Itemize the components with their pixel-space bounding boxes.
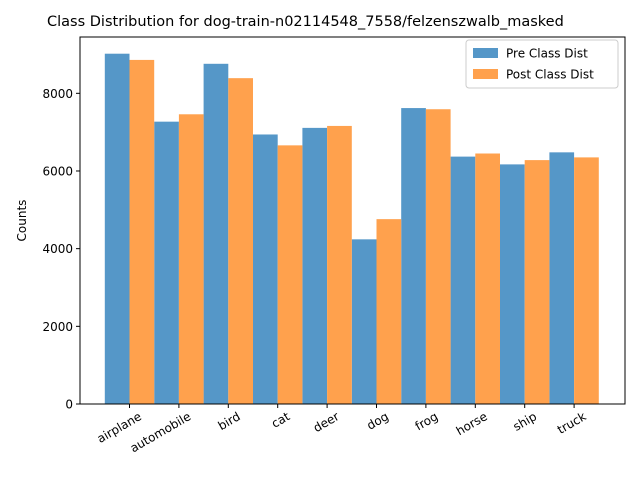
bar-post-ship: [524, 160, 550, 404]
bar-post-frog: [425, 109, 451, 404]
y-tick-label: 0: [65, 398, 73, 412]
x-tick-label-cat: cat: [269, 409, 292, 431]
x-tick-label-frog: frog: [413, 409, 441, 433]
bar-post-cat: [277, 145, 303, 404]
y-tick-label: 6000: [42, 164, 73, 178]
bar-pre-cat: [253, 134, 278, 404]
y-tick-label: 8000: [42, 87, 73, 101]
x-tick-label-dog: dog: [364, 409, 391, 432]
x-tick-label-horse: horse: [454, 409, 490, 438]
bar-pre-deer: [302, 127, 328, 404]
plot-frame: [79, 36, 626, 405]
bars-layer: [104, 53, 599, 405]
x-tick-label-ship: ship: [511, 409, 539, 434]
x-tick-label-bird: bird: [216, 409, 243, 433]
y-ticks: 0 2000 4000 6000 8000: [42, 87, 80, 412]
legend-box: [465, 39, 619, 89]
y-tick-label: 2000: [42, 320, 73, 334]
x-tick-label-deer: deer: [311, 409, 342, 435]
legend-swatch-post: [473, 69, 498, 79]
bar-pre-ship: [500, 164, 525, 404]
bar-pre-horse: [450, 156, 476, 404]
bar-pre-airplane: [104, 53, 130, 405]
bar-pre-truck: [549, 152, 575, 404]
legend: Pre Class Dist Post Class Dist: [465, 39, 619, 89]
bar-post-automobile: [178, 114, 204, 404]
legend-swatch-pre: [473, 48, 498, 58]
bar-pre-frog: [401, 108, 426, 405]
bar-post-airplane: [129, 59, 155, 404]
bar-post-deer: [327, 125, 352, 405]
legend-label-pre: Pre Class Dist: [506, 47, 588, 61]
y-tick-label: 4000: [42, 242, 73, 256]
x-tick-label-truck: truck: [555, 409, 589, 437]
bar-pre-bird: [203, 63, 229, 405]
y-axis-title: Counts: [15, 200, 29, 242]
legend-label-post: Post Class Dist: [506, 68, 594, 82]
bar-pre-dog: [351, 239, 377, 404]
bar-pre-automobile: [154, 121, 179, 404]
chart-title: Class Distribution for dog-train-n021145…: [47, 14, 564, 30]
bar-post-truck: [574, 157, 599, 404]
bar-post-horse: [475, 153, 500, 404]
bar-post-dog: [376, 219, 402, 404]
bar-post-bird: [228, 78, 253, 404]
